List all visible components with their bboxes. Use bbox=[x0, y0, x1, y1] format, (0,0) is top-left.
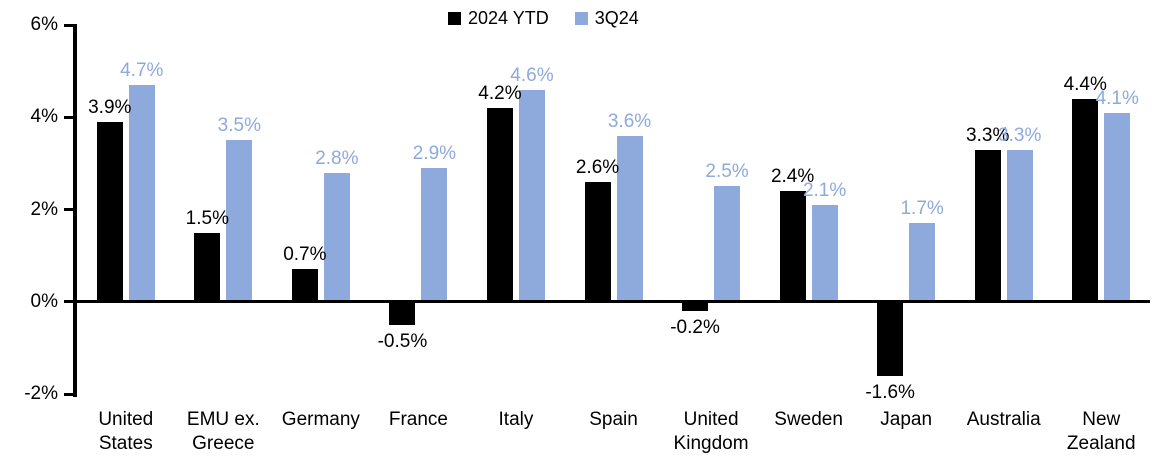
bar-2024-ytd-germany bbox=[291, 269, 318, 302]
bar-3q24-united-states bbox=[128, 84, 155, 302]
chart-legend: 2024 YTD 3Q24 bbox=[448, 8, 639, 28]
bar-2024-ytd-sweden bbox=[779, 191, 806, 302]
category-label-new-zealand: New Zealand bbox=[1066, 409, 1136, 454]
bar-2024-ytd-emu-ex-greece bbox=[194, 232, 221, 302]
y-tick-mark-2 bbox=[64, 392, 73, 396]
bar-3q24-germany bbox=[323, 172, 350, 302]
y-axis-line bbox=[73, 24, 77, 397]
value-label-3q24-japan: 1.7% bbox=[900, 198, 944, 220]
legend-item-3q24: 3Q24 bbox=[574, 8, 639, 28]
value-label-2024-ytd-italy: 4.2% bbox=[478, 83, 522, 105]
bar-group-japan: -1.6% 1.7% Japan bbox=[857, 0, 955, 465]
value-label-3q24-sweden: 2.1% bbox=[802, 179, 847, 201]
category-label-sweden: Sweden bbox=[774, 409, 843, 430]
value-label-3q24-emu-ex-greece: 3.5% bbox=[217, 115, 261, 137]
value-label-3q24-germany: 2.8% bbox=[315, 147, 359, 169]
bar-2024-ytd-australia bbox=[974, 149, 1001, 302]
y-tick-mark-2 bbox=[64, 208, 73, 211]
bar-group-sweden: 2.4% 2.1% Sweden bbox=[760, 0, 858, 465]
legend-swatch-3q24-icon bbox=[574, 11, 588, 25]
category-label-france: France bbox=[388, 409, 448, 430]
bar-3q24-france bbox=[421, 167, 448, 302]
bar-group-france: -0.5% 2.9% France bbox=[370, 0, 468, 465]
value-label-2024-ytd-germany: 0.7% bbox=[283, 244, 327, 266]
bar-3q24-italy bbox=[518, 89, 545, 302]
bar-2024-ytd-united-kingdom bbox=[682, 301, 709, 311]
value-label-2024-ytd-united-kingdom: -0.2% bbox=[670, 316, 720, 338]
bar-3q24-new-zealand bbox=[1104, 112, 1131, 302]
y-tick-label-0: 0% bbox=[30, 290, 58, 312]
category-label-spain: Spain bbox=[589, 409, 638, 430]
category-label-germany: Germany bbox=[281, 409, 360, 430]
legend-item-2024-ytd: 2024 YTD bbox=[448, 8, 549, 28]
y-tick-label-6: 6% bbox=[30, 14, 58, 35]
bar-2024-ytd-new-zealand bbox=[1072, 98, 1099, 302]
value-label-2024-ytd-new-zealand: 4.4% bbox=[1063, 73, 1107, 95]
value-label-3q24-new-zealand: 4.1% bbox=[1095, 87, 1139, 109]
bar-group-united-states: 3.9% 4.7% United States bbox=[77, 0, 175, 465]
y-tick-label-2: -2% bbox=[24, 383, 58, 404]
bar-3q24-spain bbox=[616, 135, 643, 302]
bar-group-germany: 0.7% 2.8% Germany bbox=[272, 0, 370, 465]
bar-2024-ytd-united-states bbox=[96, 121, 123, 302]
category-label-australia: Australia bbox=[966, 409, 1041, 430]
value-label-3q24-spain: 3.6% bbox=[607, 110, 652, 132]
value-label-3q24-france: 2.9% bbox=[412, 142, 457, 164]
x-axis-baseline bbox=[75, 300, 1150, 304]
value-label-2024-ytd-sweden: 2.4% bbox=[770, 166, 815, 188]
y-tick-mark-0 bbox=[64, 300, 73, 304]
y-tick-mark-6 bbox=[64, 23, 73, 27]
y-tick-label-2: 2% bbox=[30, 198, 58, 220]
bar-3q24-sweden bbox=[811, 204, 838, 302]
value-label-2024-ytd-france: -0.5% bbox=[377, 330, 428, 352]
bar-2024-ytd-japan bbox=[877, 301, 904, 376]
value-label-2024-ytd-spain: 2.6% bbox=[575, 156, 620, 178]
bar-2024-ytd-france bbox=[389, 301, 416, 325]
bar-2024-ytd-italy bbox=[486, 108, 513, 302]
value-label-2024-ytd-australia: 3.3% bbox=[966, 124, 1010, 146]
y-tick-label-4: 4% bbox=[30, 106, 58, 128]
value-label-2024-ytd-united-states: 3.9% bbox=[88, 96, 132, 118]
value-label-3q24-united-kingdom: 2.5% bbox=[705, 161, 749, 183]
bar-group-emu-ex-greece: 1.5% 3.5% EMU ex. Greece bbox=[175, 0, 273, 465]
bar-2024-ytd-spain bbox=[584, 181, 611, 302]
plot-area: 3.9% 4.7% United States 1.5% 3.5% EMU ex. Gre… bbox=[77, 0, 1150, 465]
bar-3q24-united-kingdom bbox=[714, 186, 741, 302]
value-label-3q24-united-states: 4.7% bbox=[120, 59, 164, 81]
bar-group-spain: 2.6% 3.6% Spain bbox=[565, 0, 663, 465]
bar-3q24-australia bbox=[1006, 149, 1033, 302]
category-label-italy: Italy bbox=[498, 409, 534, 430]
y-tick-mark-4 bbox=[64, 115, 73, 119]
value-label-3q24-italy: 4.6% bbox=[510, 64, 554, 86]
bar-group-new-zealand: 4.4% 4.1% New Zealand bbox=[1052, 0, 1150, 465]
bar-group-italy: 4.2% 4.6% Italy bbox=[467, 0, 565, 465]
value-label-2024-ytd-emu-ex-greece: 1.5% bbox=[185, 207, 229, 229]
legend-swatch-2024-ytd-icon bbox=[448, 11, 461, 25]
bar-3q24-emu-ex-greece bbox=[226, 140, 253, 302]
value-label-3q24-australia: 3.3% bbox=[998, 124, 1042, 146]
legend-label-2024-ytd: 2024 YTD bbox=[468, 8, 549, 28]
category-label-united-states: United States bbox=[98, 409, 154, 454]
bar-3q24-japan bbox=[909, 223, 936, 302]
legend-label-3q24: 3Q24 bbox=[594, 8, 639, 28]
category-label-japan: Japan bbox=[880, 409, 933, 430]
bar-group-australia: 3.3% 3.3% Australia bbox=[955, 0, 1053, 465]
value-label-2024-ytd-japan: -1.6% bbox=[865, 381, 915, 403]
category-label-united-kingdom: United Kingdom bbox=[673, 409, 749, 454]
bar-group-united-kingdom: -0.2% 2.5% United Kingdom bbox=[662, 0, 760, 465]
category-label-emu-ex-greece: EMU ex. Greece bbox=[186, 409, 260, 454]
